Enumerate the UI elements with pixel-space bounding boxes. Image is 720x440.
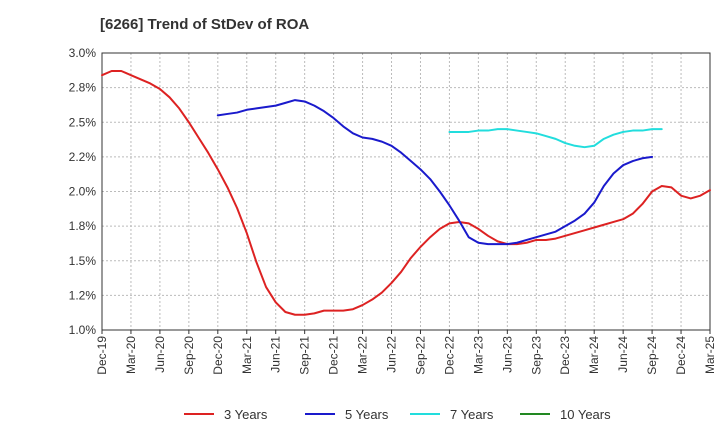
legend-label: 10 Years xyxy=(560,407,611,422)
x-tick-label: Dec-19 xyxy=(95,336,109,375)
chart-title: [6266] Trend of StDev of ROA xyxy=(100,16,309,33)
legend: 3 Years 5 Years 7 Years 10 Years xyxy=(184,407,611,422)
series-line-7-years xyxy=(448,128,663,149)
y-tick-label: 1.8% xyxy=(69,219,97,233)
x-tick-label: Jun-20 xyxy=(153,336,167,373)
x-tick-label: Mar-24 xyxy=(587,336,601,374)
legend-label: 7 Years xyxy=(450,407,494,422)
x-tick-label: Jun-22 xyxy=(385,336,399,373)
y-tick-label: 2.2% xyxy=(69,150,97,164)
x-tick-label: Dec-24 xyxy=(674,336,688,375)
y-tick-label: 2.0% xyxy=(69,185,97,199)
x-tick-label: Dec-22 xyxy=(442,336,456,375)
x-tick-label: Jun-21 xyxy=(269,336,283,373)
x-tick-label: Dec-23 xyxy=(558,336,572,375)
x-tick-label: Sep-23 xyxy=(529,336,543,375)
x-tick-label: Dec-21 xyxy=(327,336,341,375)
x-tick-label: Mar-20 xyxy=(124,336,138,374)
x-tick-label: Sep-21 xyxy=(298,336,312,375)
y-tick-label: 3.0% xyxy=(69,46,97,60)
plot-frame xyxy=(101,52,711,331)
y-tick-label: 1.2% xyxy=(69,288,97,302)
legend-label: 3 Years xyxy=(224,407,268,422)
series-line-3-years xyxy=(101,70,711,316)
y-tick-label: 1.0% xyxy=(69,323,97,337)
y-tick-label: 2.5% xyxy=(69,115,97,129)
axes xyxy=(101,52,711,334)
x-tick-label: Mar-23 xyxy=(471,336,485,374)
series-line-5-years xyxy=(216,99,654,246)
y-tick-label: 2.8% xyxy=(69,81,97,95)
grid-lines xyxy=(102,53,710,330)
x-tick-label: Jun-23 xyxy=(500,336,514,373)
x-tick-label: Dec-20 xyxy=(211,336,225,375)
y-tick-label: 1.5% xyxy=(69,254,97,268)
y-tick-labels: 3.0% 2.8% 2.5% 2.2% 2.0% 1.8% 1.5% 1.2% 1.0% xyxy=(69,46,97,337)
x-tick-labels: Dec-19 Mar-20 Jun-20 Sep-20 Dec-20 Mar-21 Jun-… xyxy=(95,336,717,375)
x-tick-label: Mar-21 xyxy=(240,336,254,374)
series-lines xyxy=(101,70,711,316)
x-tick-label: Mar-25 xyxy=(703,336,717,374)
x-tick-label: Sep-24 xyxy=(645,336,659,375)
legend-label: 5 Years xyxy=(345,407,389,422)
x-tick-label: Sep-22 xyxy=(413,336,427,375)
x-tick-label: Sep-20 xyxy=(182,336,196,375)
x-tick-label: Mar-22 xyxy=(356,336,370,374)
x-tick-label: Jun-24 xyxy=(616,336,630,373)
